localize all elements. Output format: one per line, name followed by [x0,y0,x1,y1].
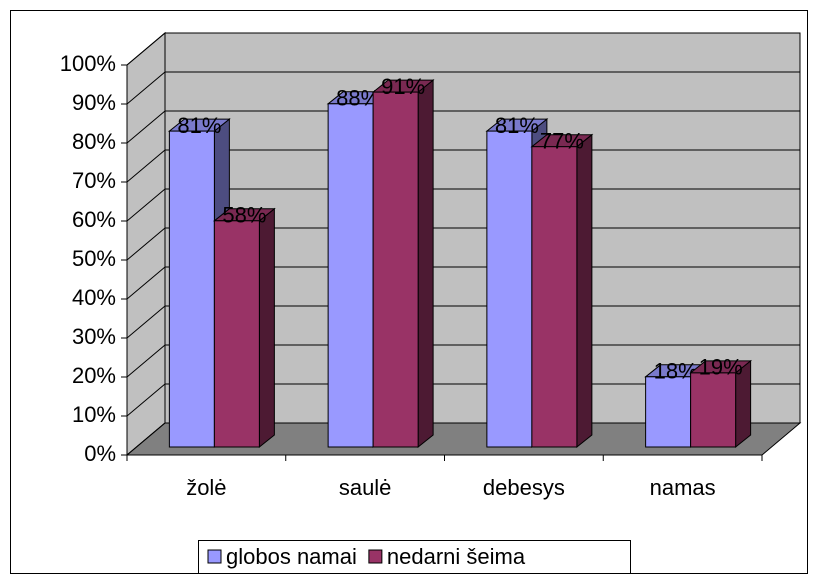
legend-swatch [368,549,383,564]
bar [530,133,594,449]
x-tick-label: debesys [483,475,565,500]
bar-side [258,207,275,449]
legend-label: nedarni šeima [387,544,526,569]
y-tick-label: 70% [72,168,116,193]
bar-front [486,130,533,448]
y-tick-label: 90% [72,90,116,115]
value-label: 19% [699,355,743,380]
x-tick-label: saulė [339,475,392,500]
value-label: 91% [381,74,425,99]
bar-front [690,372,737,448]
legend-swatch [207,549,222,564]
bar-front [213,220,260,448]
legend-label: globos namai [226,544,357,569]
grid-line [126,110,800,144]
bar-front [531,146,578,448]
x-tick-label: žolė [186,475,226,500]
bar-side [576,133,593,449]
value-label: 77% [540,129,584,154]
bar-front [372,91,419,448]
bar-front [168,130,215,448]
y-tick-label: 60% [72,207,116,232]
value-label: 58% [222,203,266,228]
y-tick-label: 40% [72,285,116,310]
value-label: 81% [177,113,221,138]
y-tick-label: 50% [72,246,116,271]
y-tick-label: 30% [72,324,116,349]
value-label: 81% [495,113,539,138]
bar [689,359,753,449]
legend [198,540,631,574]
bar-front [327,103,374,448]
y-tick-label: 10% [72,402,116,427]
bar [371,79,435,449]
bar-side [417,79,434,449]
bar [212,207,276,449]
grid-line [126,71,800,105]
y-tick-label: 20% [72,363,116,388]
y-tick-label: 80% [72,129,116,154]
grid-line [126,32,800,66]
y-tick-label: 100% [60,51,116,76]
bar-front [645,376,692,448]
x-tick-label: namas [650,475,716,500]
y-tick-label: 0% [84,441,116,466]
